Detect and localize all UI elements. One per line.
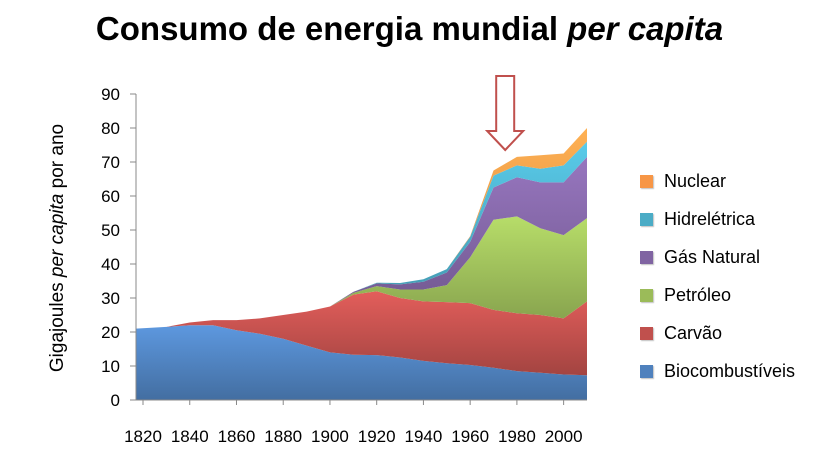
- legend-item: Nuclear: [640, 162, 795, 200]
- x-tick-label: 1980: [498, 427, 536, 446]
- legend-swatch: [640, 326, 653, 340]
- y-tick-label: 70: [101, 153, 120, 172]
- legend-item: Petróleo: [640, 276, 795, 314]
- area-petroleo: [136, 216, 587, 329]
- x-tick-label: 1820: [124, 427, 162, 446]
- legend-label: Carvão: [664, 322, 723, 343]
- y-tick-label: 90: [101, 85, 120, 104]
- x-tick-label: 1920: [358, 427, 396, 446]
- legend-item: Hidrelétrica: [640, 200, 795, 238]
- chart-title-main: Consumo de energia mundial: [95, 10, 558, 47]
- x-tick-label: 1860: [218, 427, 256, 446]
- x-tick-label: 2000: [545, 427, 583, 446]
- annotation-arrow: [484, 75, 526, 152]
- y-tick-label: 80: [101, 119, 120, 138]
- legend-label: Nuclear: [664, 170, 727, 191]
- x-tick-label: 1960: [451, 427, 489, 446]
- y-tick-label: 30: [101, 289, 120, 308]
- x-tick-label: 1900: [311, 427, 349, 446]
- legend-label: Gás Natural: [664, 246, 761, 267]
- legend-item: Biocombustíveis: [640, 352, 795, 390]
- legend-label: Biocombustíveis: [664, 360, 796, 381]
- y-tick-label: 50: [101, 221, 120, 240]
- x-tick-label: 1940: [405, 427, 443, 446]
- chart-legend: Nuclear Hidrelétrica Gás Natural Petróleo Ca…: [640, 162, 795, 390]
- chart-title: Consumo de energia mundial per capita: [0, 10, 819, 48]
- legend-item: Carvão: [640, 314, 795, 352]
- y-tick-label: 40: [101, 255, 120, 274]
- legend-label: Petróleo: [664, 284, 732, 305]
- x-tick-label: 1880: [264, 427, 302, 446]
- legend-label: Hidrelétrica: [664, 208, 756, 229]
- x-tick-label: 1840: [171, 427, 209, 446]
- y-tick-label: 10: [101, 357, 120, 376]
- area-biocombustiveis: [136, 325, 587, 400]
- chart-title-emphasis: per capita: [567, 10, 724, 47]
- area-carvao: [136, 291, 587, 376]
- y-tick-label: 60: [101, 187, 120, 206]
- legend-swatch: [640, 288, 653, 302]
- legend-swatch: [640, 212, 653, 226]
- y-tick-label: 0: [111, 391, 120, 410]
- legend-item: Gás Natural: [640, 238, 795, 276]
- legend-swatch: [640, 174, 653, 188]
- y-tick-label: 20: [101, 323, 120, 342]
- legend-swatch: [640, 364, 653, 378]
- legend-swatch: [640, 250, 653, 264]
